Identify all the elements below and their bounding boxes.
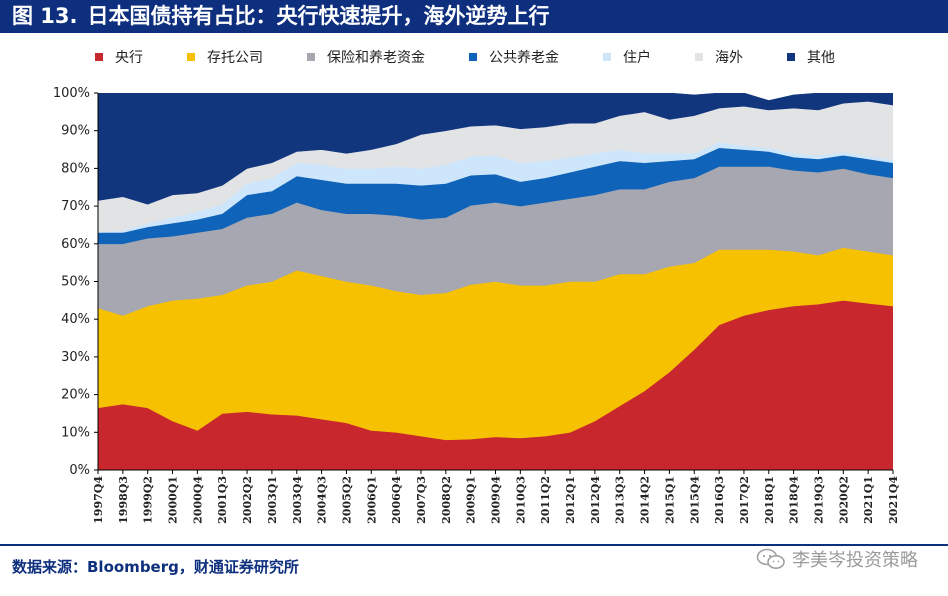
y-tick-label-7: 70% bbox=[61, 199, 90, 214]
x-tick-label-13: 2007Q3 bbox=[415, 476, 428, 524]
x-tick-label-28: 2018Q4 bbox=[788, 476, 801, 524]
legend-label-2: 保险和养老资金 bbox=[327, 50, 425, 66]
y-tick-label-5: 50% bbox=[61, 275, 90, 290]
legend-label-4: 住户 bbox=[623, 50, 651, 66]
x-tick-label-29: 2019Q3 bbox=[812, 476, 825, 524]
y-tick-label-9: 90% bbox=[61, 124, 90, 139]
x-tick-label-0: 1997Q4 bbox=[92, 476, 105, 524]
x-tick-label-3: 2000Q1 bbox=[167, 476, 180, 524]
y-tick-label-3: 30% bbox=[61, 350, 90, 365]
x-tick-label-14: 2008Q2 bbox=[440, 476, 453, 524]
x-tick-label-31: 2021Q1 bbox=[862, 476, 875, 524]
x-tick-label-5: 2001Q3 bbox=[216, 476, 229, 524]
x-tick-label-9: 2004Q3 bbox=[316, 476, 329, 524]
legend-label-1: 存托公司 bbox=[207, 50, 263, 66]
legend-label-3: 公共养老金 bbox=[489, 50, 559, 66]
legend-swatch-5 bbox=[695, 53, 703, 61]
x-tick-label-10: 2005Q2 bbox=[340, 476, 353, 524]
legend-swatch-3 bbox=[469, 53, 477, 61]
x-tick-label-7: 2003Q1 bbox=[266, 476, 279, 524]
y-tick-label-1: 10% bbox=[61, 425, 90, 440]
x-tick-label-32: 2021Q4 bbox=[887, 476, 900, 524]
y-tick-label-0: 0% bbox=[69, 463, 90, 478]
figure-title: 日本国债持有占比：央行快速提升，海外逆势上行 bbox=[87, 4, 550, 28]
x-tick-label-15: 2009Q1 bbox=[465, 476, 478, 524]
area-layers bbox=[98, 93, 893, 470]
x-tick-label-22: 2014Q2 bbox=[639, 476, 652, 524]
legend-item-5: 海外 bbox=[695, 47, 743, 67]
footer-divider bbox=[0, 544, 948, 546]
legend-swatch-2 bbox=[307, 53, 315, 61]
source-note: 数据来源：Bloomberg，财通证券研究所 bbox=[12, 558, 299, 576]
legend-item-0: 央行 bbox=[95, 47, 143, 67]
x-tick-label-20: 2012Q4 bbox=[589, 476, 602, 524]
stacked-area-chart: 0% 10% 20% 30% 40% 50% 60% 70% 80% 90% 100% 1997Q4 1… bbox=[53, 86, 900, 524]
x-tick-label-4: 2000Q4 bbox=[191, 476, 204, 524]
watermark-text: 李美岑投资策略 bbox=[792, 550, 918, 571]
y-tick-label-8: 80% bbox=[61, 161, 90, 176]
x-tick-label-11: 2006Q1 bbox=[365, 476, 378, 524]
watermark: 李美岑投资策略 bbox=[756, 546, 918, 572]
x-tick-label-30: 2020Q2 bbox=[837, 476, 850, 524]
legend-item-2: 保险和养老资金 bbox=[307, 47, 425, 67]
area-series-6 bbox=[98, 93, 893, 205]
x-tick-label-16: 2009Q4 bbox=[490, 476, 503, 524]
x-tick-label-19: 2012Q1 bbox=[564, 476, 577, 524]
x-tick-label-2: 1999Q2 bbox=[142, 476, 155, 524]
x-tick-label-21: 2013Q3 bbox=[614, 476, 627, 524]
figure-number: 图 13. bbox=[12, 4, 78, 28]
legend-item-6: 其他 bbox=[787, 47, 835, 67]
x-tick-label-6: 2002Q2 bbox=[241, 476, 254, 524]
legend-swatch-6 bbox=[787, 53, 795, 61]
legend-label-0: 央行 bbox=[115, 50, 143, 66]
chart-legend: 央行 存托公司 保险和养老资金 公共养老金 住户 海外 其他 bbox=[95, 46, 935, 68]
legend-item-3: 公共养老金 bbox=[469, 47, 559, 67]
y-tick-label-10: 100% bbox=[53, 86, 90, 101]
x-tick-label-18: 2011Q2 bbox=[539, 476, 552, 524]
x-tick-label-24: 2015Q4 bbox=[688, 476, 701, 524]
x-tick-label-27: 2018Q1 bbox=[763, 476, 776, 524]
x-tick-label-17: 2010Q3 bbox=[514, 476, 527, 524]
x-tick-label-8: 2003Q4 bbox=[291, 476, 304, 524]
legend-item-4: 住户 bbox=[603, 47, 651, 67]
wechat-icon bbox=[756, 548, 785, 569]
legend-item-1: 存托公司 bbox=[187, 47, 263, 67]
x-tick-label-1: 1998Q3 bbox=[117, 476, 130, 524]
y-tick-label-2: 20% bbox=[61, 388, 90, 403]
legend-swatch-4 bbox=[603, 53, 611, 61]
y-tick-label-6: 60% bbox=[61, 237, 90, 252]
x-tick-label-12: 2006Q4 bbox=[390, 476, 403, 524]
x-tick-label-23: 2015Q1 bbox=[663, 476, 676, 524]
x-tick-label-26: 2017Q2 bbox=[738, 476, 751, 524]
legend-label-6: 其他 bbox=[807, 50, 835, 66]
legend-label-5: 海外 bbox=[715, 50, 743, 66]
figure-title-bar: 图 13. 日本国债持有占比：央行快速提升，海外逆势上行 bbox=[0, 0, 948, 33]
x-tick-label-25: 2016Q3 bbox=[713, 476, 726, 524]
legend-swatch-0 bbox=[95, 53, 103, 61]
legend-swatch-1 bbox=[187, 53, 195, 61]
y-tick-label-4: 40% bbox=[61, 312, 90, 327]
